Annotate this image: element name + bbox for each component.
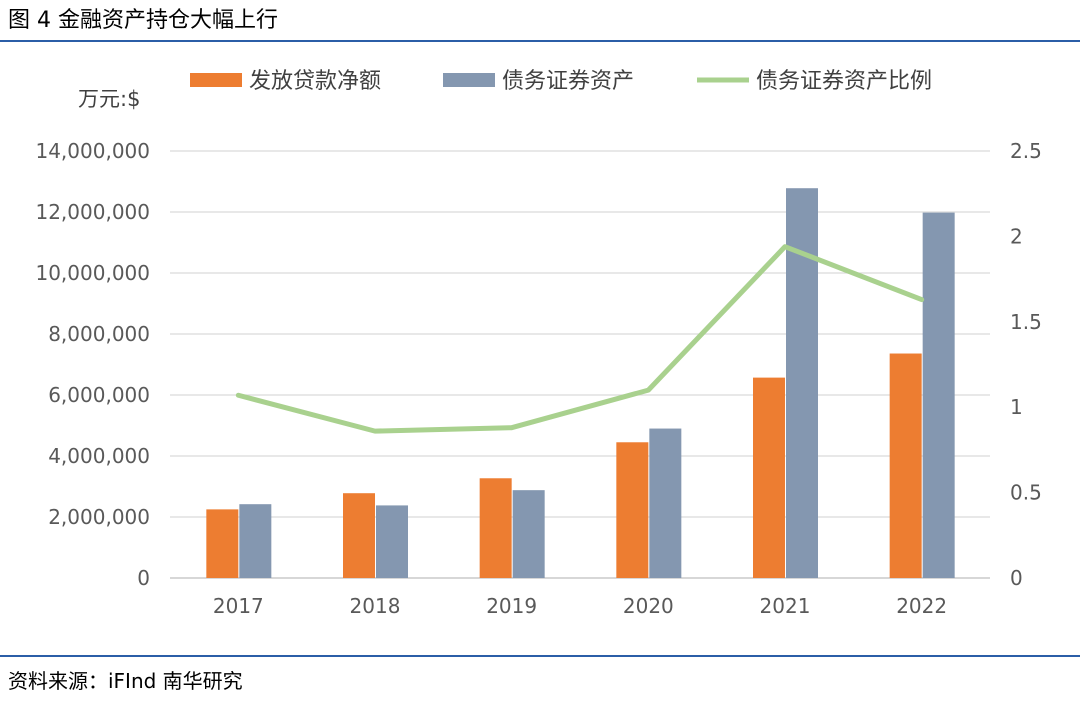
ratio-line-path [235,244,925,434]
legend-label: 发放贷款净额 [249,69,381,94]
y-right-tick-label: 2.5 [1010,139,1042,163]
y-right-tick-label: 1.5 [1010,310,1042,334]
securities-bar [512,490,545,578]
legend-swatch [190,73,242,87]
source-note: 资料来源：iFInd 南华研究 [8,669,243,693]
y-left-tick-label: 14,000,000 [35,139,150,163]
legend: 发放贷款净额 债务证券资产 债务证券资产比例 [190,69,932,94]
loan-bar [889,353,922,578]
x-tick-label: 2019 [486,594,537,618]
loan-bar [616,442,649,578]
x-tick-label: 2021 [760,594,811,618]
bars [206,188,955,579]
bar-line-chart: 0 2,000,000 4,000,000 6,000,000 8,000,000 10,… [35,69,1042,618]
x-axis-ticks: 2017 2018 2019 2020 2021 2022 [213,594,947,618]
loan-bar [753,377,785,578]
y-right-tick-label: 0.5 [1010,481,1042,505]
x-tick-label: 2017 [213,594,264,618]
legend-label: 债务证券资产 [502,69,634,94]
title-divider [0,40,1080,42]
securities-bar [649,428,682,578]
y-right-tick-label: 0 [1010,566,1023,590]
legend-swatch [443,73,495,87]
loan-bar [206,509,239,578]
left-axis-ticks: 0 2,000,000 4,000,000 6,000,000 8,000,000 10,… [35,139,150,590]
y-left-tick-label: 6,000,000 [48,383,150,407]
y-left-tick-label: 0 [137,566,150,590]
x-tick-label: 2022 [896,594,947,618]
source-divider [0,655,1080,657]
unit-label: 万元:$ [78,87,140,111]
loan-bar [343,493,375,578]
y-left-tick-label: 2,000,000 [48,505,150,529]
grid-lines [170,150,990,579]
right-axis-ticks: 0 0.5 1 1.5 2 2.5 [1010,139,1042,590]
securities-bar [239,504,272,578]
x-tick-label: 2018 [350,594,401,618]
ratio-line [235,244,925,434]
y-left-tick-label: 12,000,000 [35,200,150,224]
loan-bar [479,478,512,578]
y-left-tick-label: 10,000,000 [35,261,150,285]
y-left-tick-label: 8,000,000 [48,322,150,346]
legend-label: 债务证券资产比例 [756,69,932,94]
x-tick-label: 2020 [623,594,674,618]
y-right-tick-label: 2 [1010,224,1023,248]
y-left-tick-label: 4,000,000 [48,444,150,468]
securities-bar [922,212,955,579]
y-right-tick-label: 1 [1010,395,1023,419]
securities-bar [376,505,408,578]
figure-title: 图 4 金融资产持仓大幅上行 [8,8,278,33]
